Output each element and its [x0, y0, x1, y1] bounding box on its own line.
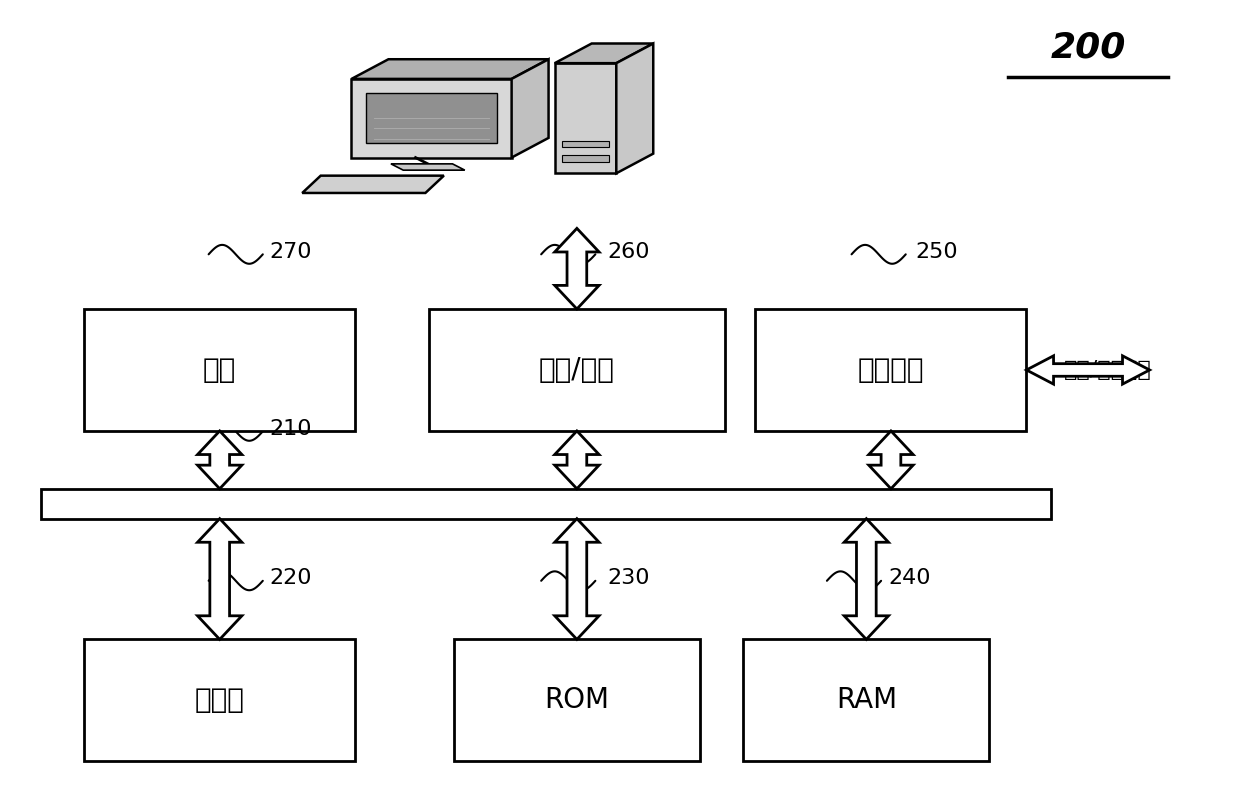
- Text: 250: 250: [915, 242, 959, 262]
- Polygon shape: [554, 431, 599, 489]
- Text: 210: 210: [269, 419, 311, 439]
- Polygon shape: [512, 60, 548, 157]
- Polygon shape: [616, 44, 653, 173]
- Bar: [84, 639, 355, 762]
- Polygon shape: [303, 176, 444, 193]
- Polygon shape: [554, 63, 616, 173]
- Text: 230: 230: [608, 568, 650, 588]
- Polygon shape: [1027, 356, 1149, 384]
- Polygon shape: [554, 44, 653, 63]
- Text: 270: 270: [269, 242, 311, 262]
- Polygon shape: [844, 518, 889, 639]
- Bar: [562, 155, 609, 161]
- Bar: [454, 639, 701, 762]
- Polygon shape: [351, 79, 512, 157]
- Bar: [755, 309, 1027, 431]
- Bar: [743, 639, 990, 762]
- Text: 硬盘: 硬盘: [203, 356, 237, 384]
- Polygon shape: [391, 164, 465, 170]
- Bar: [429, 309, 724, 431]
- Polygon shape: [351, 60, 548, 79]
- Bar: [41, 489, 1052, 518]
- Text: 处理器: 处理器: [195, 686, 244, 715]
- Polygon shape: [869, 431, 913, 489]
- Bar: [84, 309, 355, 431]
- Polygon shape: [554, 228, 599, 309]
- Bar: [366, 93, 497, 143]
- Bar: [562, 141, 609, 147]
- Polygon shape: [554, 518, 599, 639]
- Text: RAM: RAM: [836, 686, 897, 715]
- Text: 去往/来自网络: 去往/来自网络: [1064, 360, 1151, 380]
- Polygon shape: [197, 431, 242, 489]
- Text: 输入/输出: 输入/输出: [539, 356, 615, 384]
- Text: 通信端口: 通信端口: [858, 356, 924, 384]
- Polygon shape: [197, 518, 242, 639]
- Text: 200: 200: [1050, 30, 1126, 64]
- Text: 220: 220: [269, 568, 311, 588]
- Text: 240: 240: [889, 568, 931, 588]
- Text: 260: 260: [608, 242, 650, 262]
- Text: ROM: ROM: [544, 686, 609, 715]
